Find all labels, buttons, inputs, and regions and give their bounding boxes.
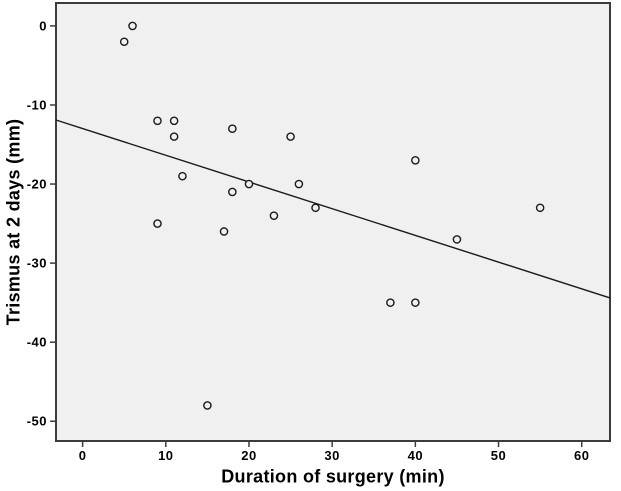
x-tick-label: 60 [574, 448, 589, 463]
data-point [169, 132, 179, 141]
data-point [228, 124, 237, 134]
data-point [286, 132, 295, 141]
data-point [219, 227, 229, 236]
data-point [411, 298, 420, 307]
y-tick-label: -10 [27, 97, 47, 112]
data-point [153, 219, 162, 228]
data-point [119, 37, 129, 47]
y-tick-label: -20 [27, 177, 47, 192]
x-tick-label: 0 [79, 448, 87, 463]
x-axis-title: Duration of surgery (min) [221, 466, 445, 487]
plot-background [55, 2, 611, 442]
data-point [169, 116, 179, 126]
y-tick-label: -50 [27, 414, 47, 429]
data-point [311, 203, 320, 213]
x-tick-label: 50 [491, 448, 506, 463]
data-point [452, 235, 462, 244]
data-point [178, 171, 187, 181]
data-point [411, 156, 420, 165]
y-axis-title: Trismus at 2 days (mm) [3, 118, 24, 326]
x-tick-label: 20 [241, 448, 256, 463]
data-point [535, 203, 545, 213]
data-point [228, 187, 237, 197]
x-tick-label: 30 [324, 448, 339, 463]
y-tick-label: -30 [27, 256, 47, 271]
y-tick-label: -40 [27, 335, 47, 350]
regression-line [55, 119, 611, 299]
data-point [244, 179, 254, 189]
x-tick-label: 40 [408, 448, 423, 463]
data-point [153, 116, 162, 126]
x-tick-label: 10 [158, 448, 173, 463]
data-point [386, 298, 395, 307]
data-point [128, 21, 137, 31]
data-point [269, 211, 279, 220]
data-point [294, 179, 304, 189]
y-tick-label: 0 [39, 18, 47, 33]
data-point [203, 401, 212, 410]
